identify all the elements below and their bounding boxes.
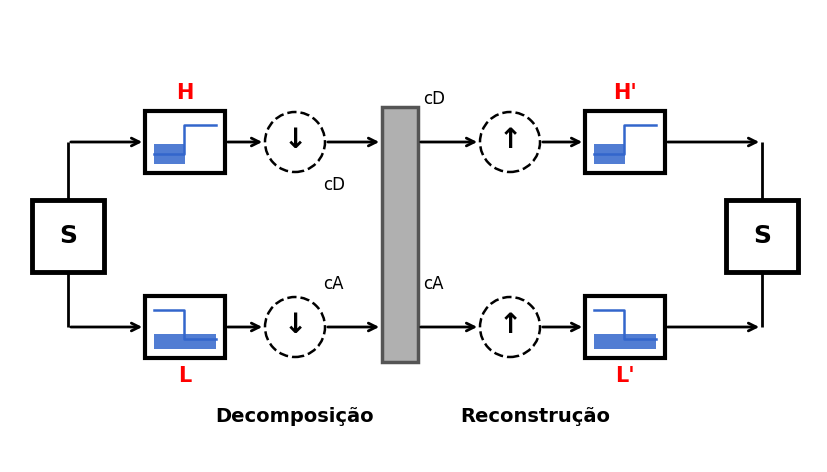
Text: ↑: ↑	[498, 126, 521, 154]
Text: ↑: ↑	[498, 311, 521, 339]
Bar	[145, 111, 225, 173]
Circle shape	[480, 112, 539, 172]
Text: H': H'	[612, 83, 636, 103]
Text: S: S	[752, 224, 770, 248]
Polygon shape	[593, 334, 655, 349]
Text: cD: cD	[423, 90, 444, 108]
Text: cA: cA	[423, 275, 443, 293]
Polygon shape	[154, 144, 184, 164]
Text: cD: cD	[323, 176, 345, 194]
Text: ↓: ↓	[283, 311, 306, 339]
Circle shape	[265, 297, 325, 357]
Circle shape	[265, 112, 325, 172]
Bar	[585, 296, 664, 358]
Bar	[585, 111, 664, 173]
Bar	[32, 200, 104, 272]
Bar	[725, 200, 797, 272]
Bar	[381, 107, 418, 362]
Text: L': L'	[614, 366, 634, 386]
Text: ↓: ↓	[283, 126, 306, 154]
Text: S: S	[59, 224, 77, 248]
Text: cA: cA	[323, 275, 343, 293]
Text: H: H	[176, 83, 194, 103]
Polygon shape	[154, 334, 216, 349]
Circle shape	[480, 297, 539, 357]
Text: Decomposição: Decomposição	[215, 407, 374, 427]
Bar	[145, 296, 225, 358]
Text: L: L	[178, 366, 191, 386]
Text: Reconstrução: Reconstrução	[460, 407, 609, 427]
Polygon shape	[593, 144, 624, 164]
